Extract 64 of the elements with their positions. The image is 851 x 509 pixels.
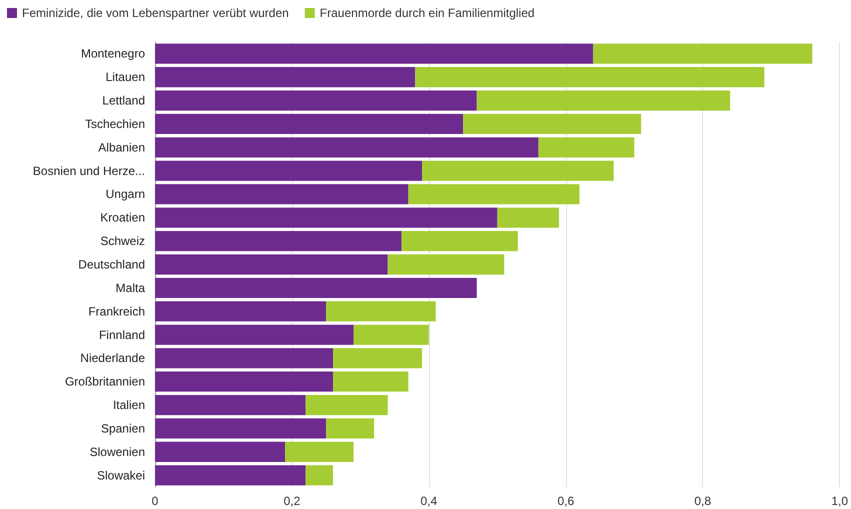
- bar: [408, 184, 580, 204]
- bar: [155, 278, 477, 298]
- bar: [155, 44, 594, 64]
- y-tick-label: Slowakei: [96, 468, 145, 482]
- bar: [155, 114, 464, 134]
- bar: [326, 301, 436, 322]
- y-tick-label: Kroatien: [100, 210, 145, 225]
- bar: [285, 442, 354, 462]
- bar: [155, 348, 334, 368]
- x-tick-label: 0,2: [284, 494, 301, 508]
- bar: [538, 137, 634, 158]
- y-tick-label: Lettland: [102, 94, 145, 108]
- y-tick-label: Litauen: [106, 70, 145, 84]
- bar: [155, 394, 306, 416]
- y-tick-label: Ungarn: [106, 187, 145, 202]
- bar: [155, 418, 326, 439]
- bar: [155, 160, 422, 181]
- x-tick-label: 0,4: [420, 494, 438, 508]
- y-tick-label: Tschechien: [84, 116, 145, 131]
- bar: [155, 137, 538, 158]
- y-tick-label: Spanien: [100, 421, 145, 436]
- y-tick-label: Montenegro: [80, 46, 146, 61]
- bar: [415, 67, 764, 88]
- bar: [463, 114, 642, 134]
- x-tick-label: 1,0: [831, 494, 848, 508]
- bar: [497, 208, 559, 228]
- y-tick-label: Slowenien: [90, 444, 145, 459]
- x-tick-label: 0: [152, 494, 159, 508]
- y-tick-label: Niederlande: [80, 351, 146, 366]
- bar: [401, 231, 518, 252]
- bar: [155, 208, 498, 228]
- bar: [155, 254, 388, 275]
- bar: [155, 372, 334, 392]
- y-tick-label: Finnland: [98, 328, 145, 342]
- bar: [155, 465, 306, 486]
- legend-label: Feminizide, die vom Lebenspartner verübt wurden: [22, 6, 289, 20]
- bar: [422, 160, 614, 181]
- y-tick-label: Bosnien und Herze...: [32, 164, 145, 178]
- x-tick-label: 0,6: [557, 494, 574, 508]
- bar: [306, 394, 388, 416]
- bar: [155, 324, 354, 345]
- bar: [155, 231, 402, 252]
- bar: [155, 184, 408, 204]
- bar: [388, 254, 504, 275]
- bar: [155, 301, 326, 322]
- bar: [354, 324, 429, 345]
- bar: [155, 67, 416, 88]
- y-tick-label: Frankreich: [88, 304, 145, 318]
- legend-label: Frauenmorde durch ein Familienmitglied: [320, 6, 535, 20]
- bar: [476, 90, 730, 111]
- bar: [593, 44, 812, 64]
- bar: [326, 418, 374, 439]
- bar: [333, 372, 408, 392]
- y-tick-label: Italien: [112, 398, 145, 412]
- y-tick-label: Malta: [116, 280, 146, 295]
- y-tick-label: Deutschland: [78, 258, 145, 272]
- y-tick-label: Großbritannien: [64, 374, 145, 389]
- bar: [306, 465, 334, 486]
- bar: [155, 442, 286, 462]
- y-tick-label: Schweiz: [100, 234, 145, 248]
- y-tick-label: Albanien: [98, 140, 145, 154]
- x-tick-label: 0,8: [694, 494, 712, 508]
- bar: [155, 90, 477, 111]
- bar: [333, 348, 422, 368]
